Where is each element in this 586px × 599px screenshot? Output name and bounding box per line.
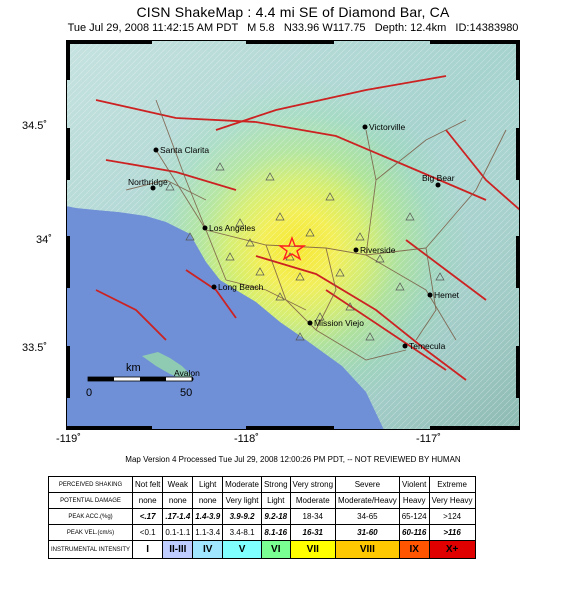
lat-label-33-5: 33.5˚ xyxy=(22,342,48,354)
catalina-island xyxy=(142,352,192,380)
legend-cell: Extreme xyxy=(428,476,476,493)
legend-cell: 9.2-18 xyxy=(260,508,291,525)
lat-label-34-5: 34.5˚ xyxy=(22,120,48,132)
city-victorville: Victorville xyxy=(369,122,405,132)
legend-cell: Moderate xyxy=(222,476,262,493)
legend-cell: none xyxy=(132,492,164,509)
lat-label-34: 34˚ xyxy=(36,234,52,246)
legend-cell: 31-60 xyxy=(335,524,400,541)
legend-cell: <.17 xyxy=(132,508,164,525)
legend-row-label-damage: POTENTIAL DAMAGE xyxy=(47,492,134,509)
intensity-cell: V xyxy=(222,540,262,559)
road-network xyxy=(125,99,507,361)
legend-row-label-shaking: PERCEIVED SHAKING xyxy=(47,476,134,493)
city-avalon: Avalon xyxy=(174,368,200,378)
city-santa-clarita: Santa Clarita xyxy=(160,145,209,155)
legend-cell: Light xyxy=(260,492,291,509)
legend-cell: >124 xyxy=(428,508,476,525)
legend-cell: Very light xyxy=(222,492,262,509)
city-temecula: Temecula xyxy=(409,341,446,351)
scale-tick-0: 0 xyxy=(86,387,92,399)
legend-cell: Strong xyxy=(260,476,291,493)
intensity-cell: I xyxy=(132,540,164,559)
city-northridge: Northridge xyxy=(128,177,168,187)
legend-cell: Not felt xyxy=(132,476,164,493)
legend-cell: Severe xyxy=(335,476,400,493)
map-frame-ticks xyxy=(66,40,520,430)
intensity-cell: VIII xyxy=(335,540,400,559)
scale-tick-50: 50 xyxy=(180,387,192,399)
legend-cell: 1.1-3.4 xyxy=(192,524,224,541)
legend-row-label-vel: PEAK VEL.(cm/s) xyxy=(47,524,134,541)
scale-unit: km xyxy=(126,362,141,374)
legend-cell: Moderate/Heavy xyxy=(335,492,400,509)
legend-cell: 3.9-9.2 xyxy=(222,508,262,525)
legend-cell: Heavy xyxy=(398,492,430,509)
legend-cell: 34-65 xyxy=(335,508,400,525)
intensity-cell: X+ xyxy=(428,540,476,559)
intensity-legend: PERCEIVED SHAKING Not felt Weak Light Mo… xyxy=(47,476,476,559)
legend-cell: 3.4-8.1 xyxy=(222,524,262,541)
legend-cell: Weak xyxy=(162,476,194,493)
legend-cell: <0.1 xyxy=(132,524,164,541)
legend-cell: 1.4-3.9 xyxy=(192,508,224,525)
intensity-cell: IV xyxy=(192,540,224,559)
legend-cell: Very Heavy xyxy=(428,492,476,509)
city-mission-viejo: Mission Viejo xyxy=(314,318,364,328)
legend-cell: 8.1-16 xyxy=(260,524,291,541)
legend-cell: Very strong xyxy=(289,476,337,493)
fault-lines xyxy=(95,75,520,381)
event-subtitle: Tue Jul 29, 2008 11:42:15 AM PDT M 5.8 N… xyxy=(67,22,519,34)
lon-label-117: -117˚ xyxy=(416,433,441,445)
legend-cell: >116 xyxy=(428,524,476,541)
city-los-angeles: Los Angeles xyxy=(209,223,255,233)
lon-label-119: -119˚ xyxy=(56,433,81,445)
city-hemet: Hemet xyxy=(434,290,460,300)
map-version-note: Map Version 4 Processed Tue Jul 29, 2008… xyxy=(125,455,461,464)
legend-row-label-intensity: INSTRUMENTAL INTENSITY xyxy=(47,540,134,559)
intensity-cell: VII xyxy=(289,540,337,559)
legend-cell: 65-124 xyxy=(398,508,430,525)
lon-label-118: -118˚ xyxy=(234,433,259,445)
intensity-cell: IX xyxy=(398,540,430,559)
legend-cell: 60-116 xyxy=(398,524,430,541)
legend-cell: .17-1.4 xyxy=(162,508,194,525)
legend-cell: none xyxy=(192,492,224,509)
legend-cell: Violent xyxy=(398,476,430,493)
legend-cell: 0.1-1.1 xyxy=(162,524,194,541)
city-riverside: Riverside xyxy=(360,245,396,255)
epicenter-star-icon xyxy=(277,236,307,261)
city-big-bear: Big Bear xyxy=(422,173,455,183)
intensity-cell: VI xyxy=(260,540,291,559)
legend-cell: 16-31 xyxy=(289,524,337,541)
map-title: CISN ShakeMap : 4.4 mi SE of Diamond Bar… xyxy=(136,4,450,20)
legend-row-label-acc: PEAK ACC.(%g) xyxy=(47,508,134,525)
shakemap-map: Victorville Santa Clarita Big Bear North… xyxy=(66,40,520,430)
legend-cell: 18-34 xyxy=(289,508,337,525)
legend-cell: Moderate xyxy=(289,492,337,509)
legend-cell: none xyxy=(162,492,194,509)
scale-bar: km 0 50 xyxy=(86,362,193,399)
legend-cell: Light xyxy=(192,476,224,493)
intensity-cell: II-III xyxy=(162,540,194,559)
city-long-beach: Long Beach xyxy=(218,282,264,292)
seismic-stations xyxy=(165,162,445,341)
